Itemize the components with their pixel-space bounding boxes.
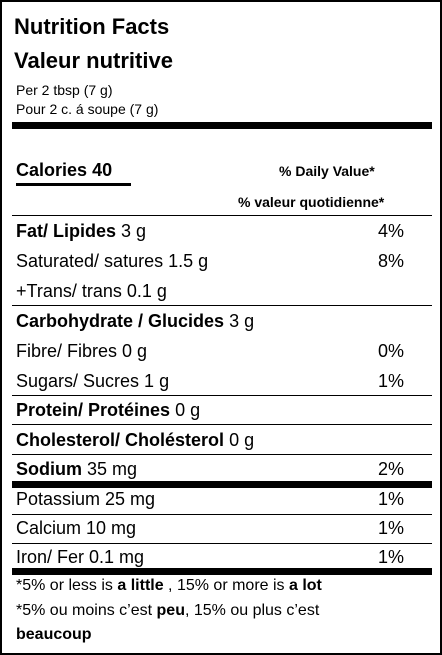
calcium-percent: 1% (377, 518, 404, 538)
sodium-amount: 35 mg (87, 459, 138, 479)
calcium-divider (12, 543, 432, 544)
footnote-english-text: *5% or less is (16, 577, 118, 594)
trans-fat-label: +Trans/ trans 0.1 g (16, 281, 167, 301)
carbohydrate-divider (12, 395, 432, 396)
header-thick-divider (12, 122, 432, 129)
fibre-percent: 0% (377, 341, 404, 361)
sodium-label: Sodium (16, 459, 82, 479)
protein-label: Protein/ Protéines (16, 400, 171, 420)
fat-label: Fat/ Lipides (16, 221, 117, 241)
footnote-thick-divider (12, 568, 432, 575)
iron-label: Iron/ Fer 0.1 mg (16, 547, 145, 567)
calories-label: Calories (16, 160, 88, 180)
fat-percent: 4% (377, 221, 404, 241)
footnote-english-middle: , 15% or more is (163, 577, 289, 594)
sodium-thick-divider (12, 481, 432, 488)
calories-value: 40 (92, 160, 113, 180)
footnote-french-text: *5% ou moins c’est (16, 602, 157, 619)
footnote-english: *5% or less is a little , 15% or more is… (16, 575, 322, 597)
protein-amount: 0 g (175, 400, 201, 420)
saturated-fat-percent: 8% (377, 251, 404, 271)
iron-percent: 1% (377, 547, 404, 567)
calories-row: Calories 40 (16, 159, 112, 181)
sodium-percent: 2% (377, 459, 404, 479)
serving-size-french: Pour 2 c. á soupe (7 g) (16, 101, 159, 117)
footnote-beaucoup: beaucoup (16, 626, 92, 643)
footnote-french: *5% ou moins c’est peu, 15% ou plus c’es… (16, 600, 319, 622)
fat-amount: 3 g (121, 221, 147, 241)
carbohydrate-label: Carbohydrate / Glucides (16, 311, 225, 331)
sugars-label: Sugars/ Sucres 1 g (16, 371, 170, 391)
cholesterol-label: Cholesterol/ Cholésterol (16, 430, 225, 450)
daily-value-heading-french: % valeur quotidienne* (238, 194, 385, 210)
calcium-label: Calcium 10 mg (16, 518, 137, 538)
protein-row: Protein/ Protéines 0 g (16, 399, 200, 421)
daily-value-heading-english: % Daily Value* (279, 163, 375, 179)
fat-divider (12, 305, 432, 306)
carbohydrate-amount: 3 g (229, 311, 255, 331)
carbohydrate-row: Carbohydrate / Glucides 3 g (16, 310, 254, 332)
calories-divider (12, 215, 432, 216)
footnote-peu: peu (156, 602, 185, 619)
potassium-label: Potassium 25 mg (16, 489, 156, 509)
potassium-divider (12, 514, 432, 515)
sugars-percent: 1% (377, 371, 404, 391)
calories-underline (16, 183, 131, 186)
fibre-label: Fibre/ Fibres 0 g (16, 341, 148, 361)
sodium-row: Sodium 35 mg (16, 458, 137, 480)
cholesterol-amount: 0 g (229, 430, 255, 450)
footnote-a-little: a little (117, 577, 164, 594)
fat-row: Fat/ Lipides 3 g (16, 220, 146, 242)
title-english: Nutrition Facts (14, 14, 170, 39)
footnote-french-middle: , 15% ou plus c’est (184, 602, 320, 619)
cholesterol-row: Cholesterol/ Cholésterol 0 g (16, 429, 254, 451)
cholesterol-divider (12, 454, 432, 455)
footnote-a-lot: a lot (288, 577, 322, 594)
protein-divider (12, 424, 432, 425)
potassium-percent: 1% (377, 489, 404, 509)
title-french: Valeur nutritive (14, 48, 173, 73)
serving-size-english: Per 2 tbsp (7 g) (16, 82, 113, 98)
saturated-fat-label: Saturated/ satures 1.5 g (16, 251, 209, 271)
